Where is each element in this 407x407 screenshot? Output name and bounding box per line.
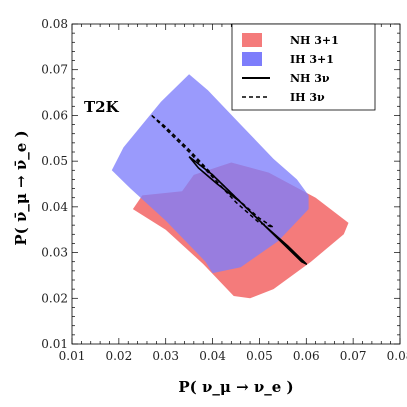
y-tick-label: 0.07 (41, 63, 68, 77)
y-tick-label: 0.01 (41, 337, 68, 351)
legend-label-nh-3plus1: NH 3+1 (290, 34, 339, 47)
ticks-layer: 0.01 0.02 0.03 0.04 0.05 0.06 0.07 0.08 0.01 0.02… (41, 17, 407, 363)
legend-swatch-nh-3plus1 (242, 33, 262, 47)
x-tick-label: 0.07 (340, 349, 367, 363)
curve-nh-3nu (188, 155, 308, 265)
y-tick-label: 0.08 (41, 17, 68, 31)
x-tick-label: 0.01 (59, 349, 86, 363)
y-tick-label: 0.03 (41, 246, 68, 260)
panel-label: T2K (84, 98, 120, 116)
y-axis-title: P( ν̄_μ → ν̄_e ) (12, 130, 30, 245)
x-tick-label: 0.02 (105, 349, 132, 363)
y-tick-label: 0.06 (41, 108, 68, 122)
y-tick-label: 0.04 (41, 200, 68, 214)
legend-label-nh-3nu: NH 3ν (290, 72, 330, 85)
x-tick-label: 0.03 (152, 349, 179, 363)
x-tick-label: 0.04 (199, 349, 226, 363)
x-axis-title: P( ν_μ → ν_e ) (178, 378, 293, 396)
legend: NH 3+1 IH 3+1 NH 3ν IH 3ν (231, 23, 376, 111)
curves-layer (151, 114, 308, 265)
legend-label-ih-3nu: IH 3ν (290, 91, 325, 104)
legend-swatch-ih-3plus1 (242, 52, 262, 66)
legend-label-ih-3plus1: IH 3+1 (290, 53, 334, 66)
y-tick-label: 0.02 (41, 291, 68, 305)
y-tick-label: 0.05 (41, 154, 68, 168)
x-tick-label: 0.06 (293, 349, 320, 363)
x-tick-label: 0.05 (246, 349, 273, 363)
x-tick-label: 0.08 (387, 349, 407, 363)
curve-ih-3nu (151, 114, 275, 229)
